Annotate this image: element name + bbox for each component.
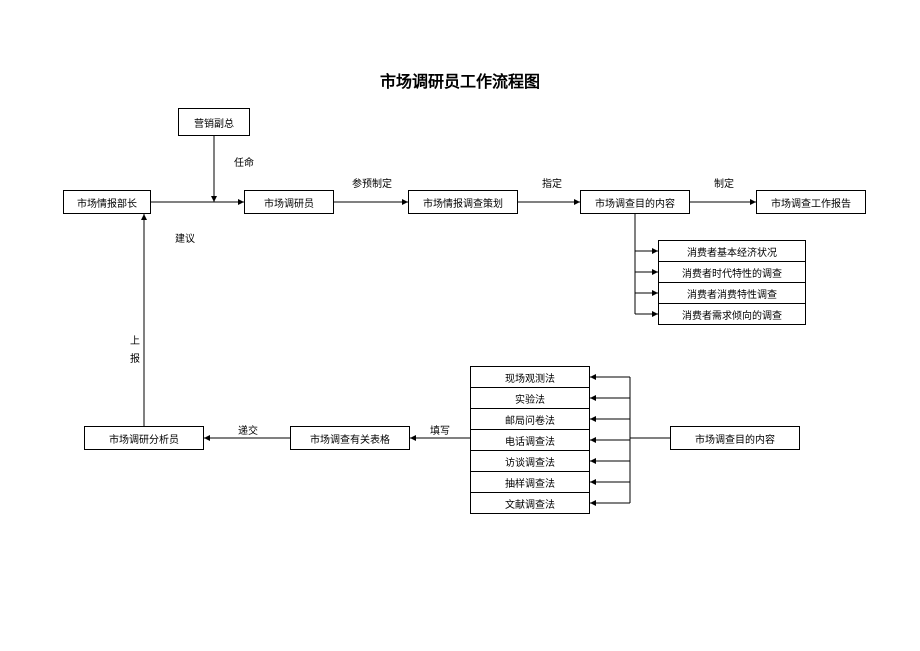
label-report-up2: 报 <box>130 350 140 365</box>
connectors <box>0 0 920 651</box>
label-submit: 递交 <box>238 422 258 437</box>
label-report-up1: 上 <box>130 332 140 347</box>
node-purpose-bottom: 市场调查目的内容 <box>670 426 800 450</box>
node-method-observe: 现场观测法 <box>470 366 590 388</box>
label-participate: 参预制定 <box>352 175 392 190</box>
node-consumer-consume: 消费者消费特性调查 <box>658 282 806 304</box>
node-vp-marketing: 营销副总 <box>178 108 250 136</box>
node-method-mail: 邮局问卷法 <box>470 408 590 430</box>
node-method-literature: 文献调查法 <box>470 492 590 514</box>
node-method-interview: 访谈调查法 <box>470 450 590 472</box>
node-forms: 市场调查有关表格 <box>290 426 410 450</box>
node-consumer-econ: 消费者基本经济状况 <box>658 240 806 262</box>
node-purpose-top: 市场调查目的内容 <box>580 190 690 214</box>
node-method-experiment: 实验法 <box>470 387 590 409</box>
page-title: 市场调研员工作流程图 <box>0 68 920 92</box>
node-intel-director: 市场情报部长 <box>63 190 151 214</box>
node-report: 市场调查工作报告 <box>756 190 866 214</box>
label-fillin: 填写 <box>430 422 450 437</box>
node-analyst: 市场调研分析员 <box>84 426 204 450</box>
node-plan: 市场情报调查策划 <box>408 190 518 214</box>
label-suggest: 建议 <box>175 230 195 245</box>
label-appoint: 任命 <box>234 154 254 169</box>
label-formulate: 制定 <box>714 175 734 190</box>
node-method-sample: 抽样调查法 <box>470 471 590 493</box>
label-designate: 指定 <box>542 175 562 190</box>
node-researcher: 市场调研员 <box>244 190 334 214</box>
node-method-phone: 电话调查法 <box>470 429 590 451</box>
node-consumer-demand: 消费者需求倾向的调查 <box>658 303 806 325</box>
node-consumer-era: 消费者时代特性的调查 <box>658 261 806 283</box>
